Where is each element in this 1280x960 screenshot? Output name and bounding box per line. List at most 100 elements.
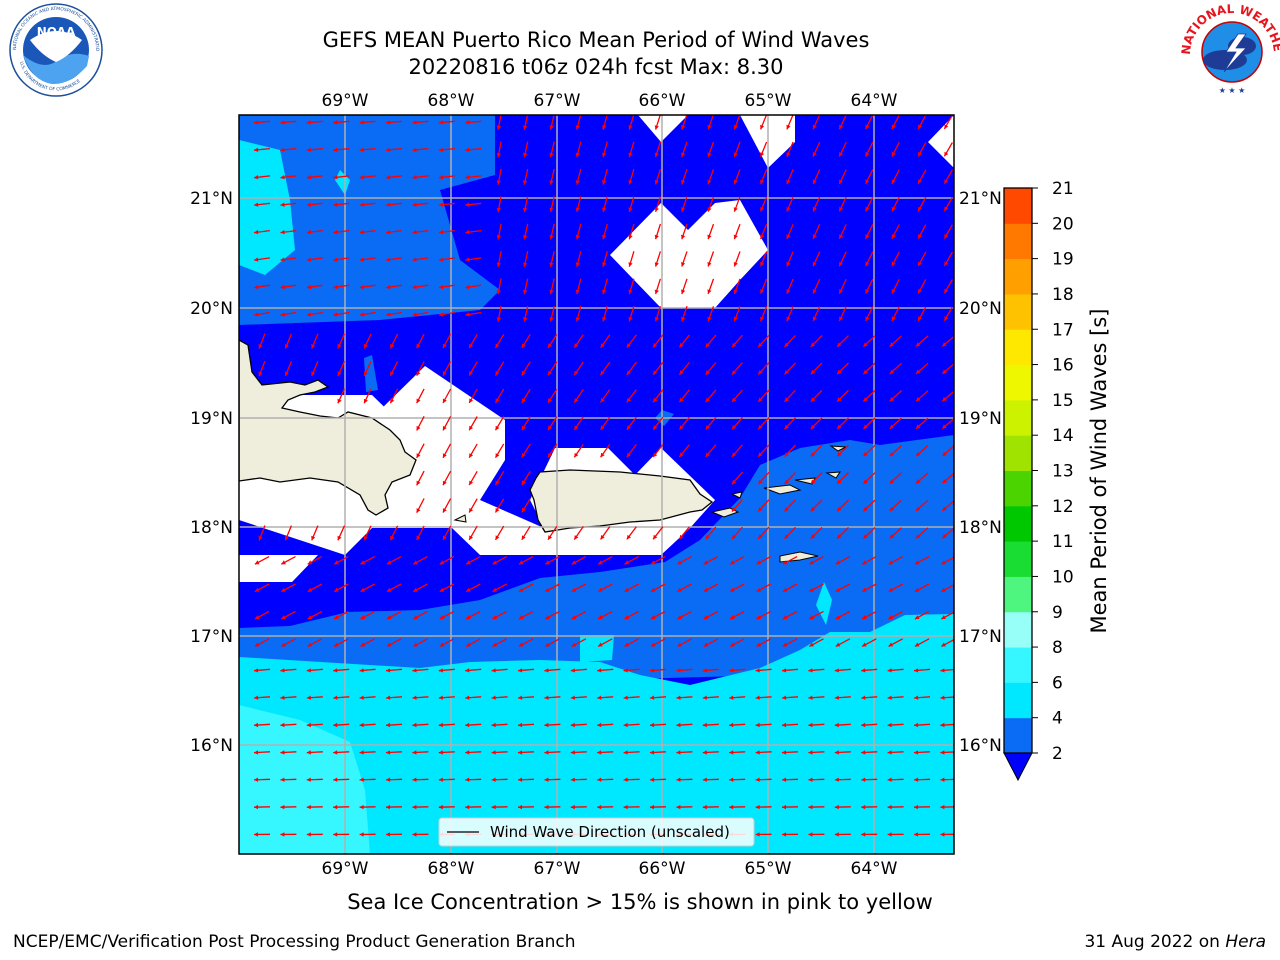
wind-wave-arrow-head [386, 202, 391, 207]
wind-wave-arrow-head [466, 560, 471, 565]
wind-wave-arrow-head [786, 316, 791, 322]
lon-label: 67°W [534, 91, 581, 111]
wind-wave-arrow-head [258, 344, 263, 349]
lon-label: 64°W [851, 859, 898, 879]
wind-wave-arrow-head [626, 397, 631, 403]
wind-wave-arrow-head [916, 506, 921, 511]
wind-wave-arrow-head [705, 370, 710, 375]
wind-wave-arrow-head [782, 722, 787, 728]
wind-wave-arrow-head [918, 151, 922, 157]
wind-wave-arrow-head [549, 317, 554, 322]
wind-wave-arrow-head [914, 615, 920, 619]
wind-wave-arrow-head [863, 397, 868, 402]
wind-wave-arrow-head [416, 425, 421, 431]
land-puerto-rico [529, 469, 714, 533]
footer-date-text: 31 Aug 2022 on [1084, 932, 1226, 952]
wind-wave-arrow-head [600, 343, 605, 348]
wind-wave-arrow-head [707, 262, 712, 267]
wind-wave-arrow-head [839, 234, 844, 239]
wind-wave-arrow-head [782, 668, 787, 673]
wind-wave-arrow-head [386, 257, 391, 262]
lat-label: 16°N [190, 736, 233, 756]
wind-wave-arrow-head [862, 615, 867, 619]
wind-wave-arrow-head [679, 425, 684, 430]
wind-wave-arrow-head [677, 587, 682, 592]
wind-wave-arrow-head [624, 642, 630, 647]
lat-label: 17°N [190, 627, 233, 647]
wind-wave-arrow-head [732, 507, 737, 512]
wind-wave-arrow-head [679, 370, 684, 375]
wind-wave-arrow-head [602, 180, 607, 185]
wind-wave-arrow-head [916, 479, 921, 484]
wind-wave-arrow-head [809, 642, 814, 647]
wind-wave-arrow-head [574, 425, 579, 430]
wind-wave-arrow-head [281, 560, 286, 565]
wind-wave-arrow-head [654, 207, 659, 212]
wind-wave-arrow-head [442, 343, 447, 349]
wind-wave-arrow-head [837, 369, 842, 375]
wind-wave-arrow-head [839, 179, 844, 184]
wind-wave-arrow-head [549, 289, 554, 295]
wind-wave-arrow-head [914, 642, 920, 647]
wind-wave-arrow-head [916, 534, 921, 539]
wind-wave-arrow-head [544, 804, 549, 810]
wind-wave-arrow-head [834, 777, 839, 782]
svg-text:★ ★ ★: ★ ★ ★ [1219, 86, 1246, 95]
colorbar-tick-label: 9 [1052, 603, 1063, 623]
wind-wave-arrow-head [758, 507, 763, 512]
wind-wave-arrow-head [760, 179, 765, 185]
wind-wave-arrow-head [495, 507, 500, 513]
wind-wave-arrow-head [812, 179, 817, 185]
wind-wave-arrow-head [760, 124, 765, 130]
wind-wave-arrow-head [334, 642, 339, 647]
wind-wave-arrow-head [940, 832, 945, 837]
wind-wave-arrow-head [438, 120, 443, 125]
wind-wave-arrow-head [861, 804, 866, 810]
wind-wave-arrow-head [521, 425, 526, 431]
lon-label: 69°W [322, 91, 369, 111]
wind-wave-arrow-head [575, 125, 580, 130]
wind-wave-arrow-head [862, 587, 867, 592]
wind-wave-arrow-head [812, 206, 817, 212]
wind-wave-arrow-head [575, 234, 580, 240]
wind-wave-arrow-head [359, 120, 364, 125]
wind-wave-arrow-head [386, 312, 391, 317]
wind-wave-arrow-head [681, 262, 686, 267]
wind-wave-arrow-head [732, 397, 737, 402]
wind-wave-arrow-head [495, 398, 500, 403]
wind-wave-arrow-head [465, 257, 470, 262]
wind-wave-arrow-head [465, 777, 470, 782]
wind-wave-arrow-head [889, 397, 895, 402]
wind-wave-arrow-head [941, 587, 946, 592]
wind-wave-arrow-head [280, 777, 285, 782]
wind-wave-arrow-head [628, 125, 633, 130]
wind-wave-arrow-head [412, 257, 417, 262]
wind-wave-arrow-head [549, 125, 554, 130]
wind-wave-arrow-head [545, 615, 550, 619]
colorbar-tick-label: 14 [1052, 426, 1074, 446]
colorbar-segment [1004, 541, 1032, 577]
wind-wave-arrow-head [760, 261, 765, 267]
wind-wave-arrow-head [888, 587, 894, 592]
colorbar-segment [1004, 188, 1032, 224]
wind-wave-arrow-head [602, 289, 607, 295]
colorbar-segment [1004, 399, 1032, 436]
wind-wave-arrow-head [491, 804, 496, 810]
wind-wave-arrow-head [887, 695, 892, 700]
wind-wave-arrow-head [492, 642, 498, 647]
wind-wave-arrow-head [703, 615, 709, 619]
wind-wave-arrow-head [438, 257, 444, 262]
wind-wave-arrow-head [363, 535, 368, 541]
wind-wave-arrow-head [413, 615, 418, 619]
colorbar-tick-label: 11 [1052, 532, 1074, 552]
wind-wave-arrow-head [918, 261, 922, 266]
wind-wave-arrow-head [784, 342, 789, 347]
wind-wave-arrow-head [600, 425, 605, 430]
wind-wave-arrow-head [707, 179, 712, 185]
wind-wave-arrow-head [650, 804, 654, 810]
wind-wave-arrow-head [280, 120, 285, 125]
wind-wave-arrow-head [755, 695, 760, 700]
wind-wave-arrow-head [681, 125, 686, 130]
wind-wave-arrow-head [654, 262, 659, 267]
wind-wave-arrow-head [570, 804, 575, 810]
